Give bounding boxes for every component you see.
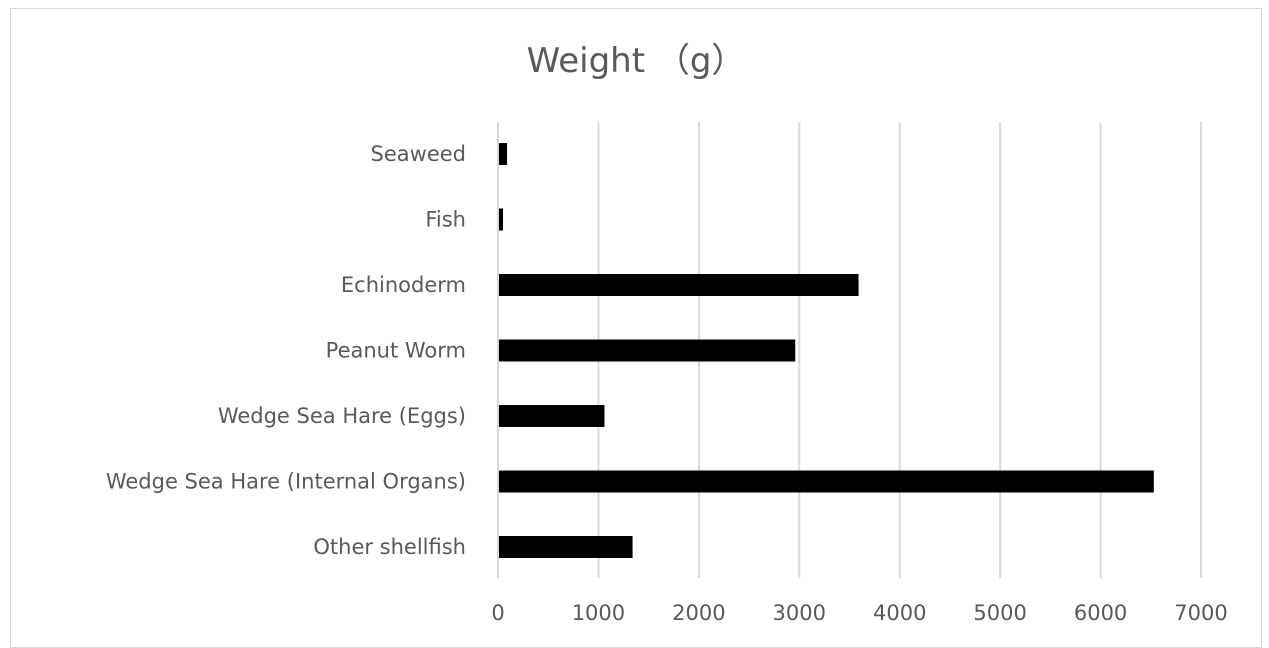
category-label: Wedge Sea Hare (Internal Organs) xyxy=(106,470,466,494)
bar-seaweed xyxy=(499,143,508,165)
bar-echinoderm xyxy=(499,274,859,296)
x-tick-label: 4000 xyxy=(873,601,926,625)
bar-peanut-worm xyxy=(499,339,796,362)
category-label: Fish xyxy=(425,208,466,232)
chart-area xyxy=(10,8,1262,648)
x-tick-label: 1000 xyxy=(572,601,625,625)
x-axis-tick-labels: 0 1000 2000 3000 4000 5000 6000 7000 xyxy=(491,601,1227,625)
bar-other-shellfish xyxy=(499,536,633,558)
x-tick-label: 5000 xyxy=(973,601,1026,625)
x-tick-label: 2000 xyxy=(672,601,725,625)
chart-title: Weight （g） xyxy=(527,41,746,81)
category-label: Peanut Worm xyxy=(326,339,466,363)
x-tick-label: 0 xyxy=(491,601,504,625)
category-label: Seaweed xyxy=(371,142,466,166)
category-labels: Seaweed Fish Echinoderm Peanut Worm Wedge Se… xyxy=(106,142,466,559)
bars xyxy=(499,143,1154,558)
x-tick-label: 6000 xyxy=(1074,601,1127,625)
category-label: Other shellfish xyxy=(313,535,466,559)
category-label: Echinoderm xyxy=(341,273,466,297)
bar-wedge-sea-hare-eggs xyxy=(499,405,605,427)
category-label: Wedge Sea Hare (Eggs) xyxy=(218,404,466,428)
gridlines xyxy=(497,122,1202,578)
x-tick-label: 7000 xyxy=(1174,601,1227,625)
bar-wedge-sea-hare-internal-organs xyxy=(499,470,1154,493)
bar-fish xyxy=(499,208,504,231)
x-tick-label: 3000 xyxy=(773,601,826,625)
